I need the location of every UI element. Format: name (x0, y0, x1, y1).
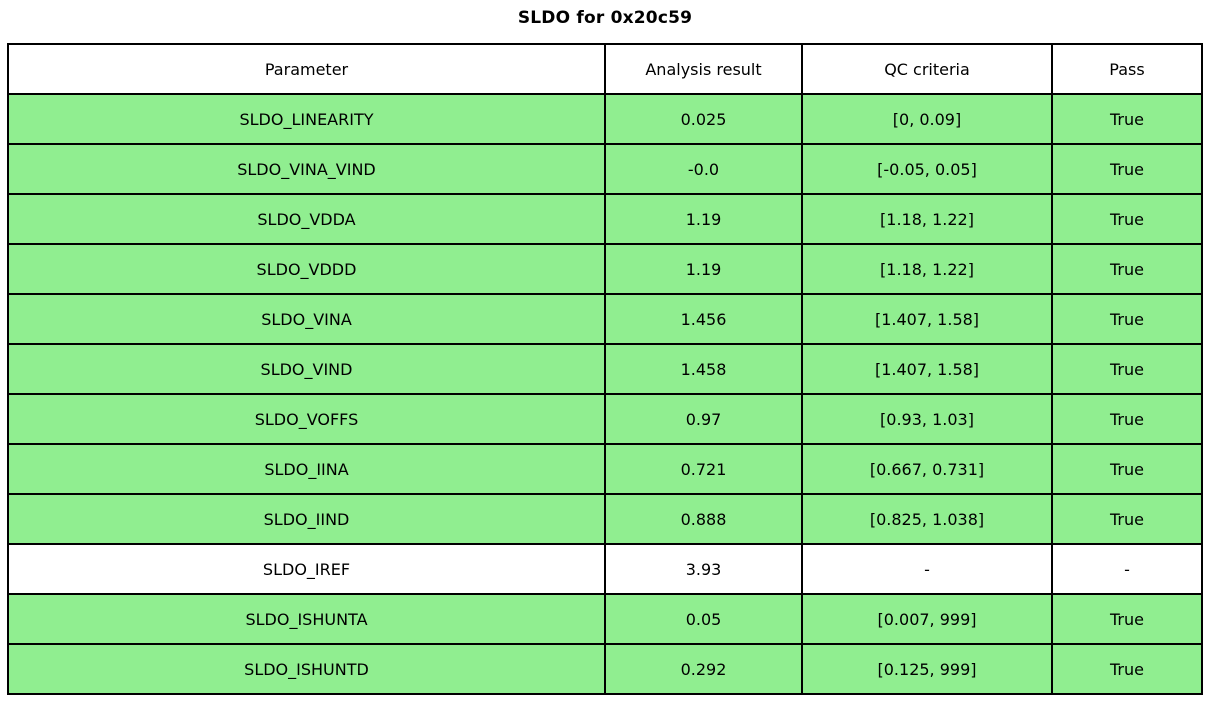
cell-parameter: SLDO_ISHUNTA (7, 593, 606, 645)
cell-parameter: SLDO_VDDD (7, 243, 606, 295)
cell-criteria: [0.667, 0.731] (801, 443, 1053, 495)
cell-parameter: SLDO_LINEARITY (7, 93, 606, 145)
cell-pass: True (1051, 493, 1203, 545)
table-row: SLDO_VDDA 1.19 [1.18, 1.22] True (7, 193, 1203, 245)
cell-result: -0.0 (604, 143, 803, 195)
cell-parameter: SLDO_VINA_VIND (7, 143, 606, 195)
table-body: SLDO_LINEARITY 0.025 [0, 0.09] True SLDO_VIN… (7, 93, 1203, 695)
cell-criteria: - (801, 543, 1053, 595)
cell-parameter: SLDO_IIND (7, 493, 606, 545)
cell-result: 0.05 (604, 593, 803, 645)
cell-result: 0.025 (604, 93, 803, 145)
cell-result: 0.721 (604, 443, 803, 495)
cell-pass: True (1051, 343, 1203, 395)
table-row: SLDO_ISHUNTD 0.292 [0.125, 999] True (7, 643, 1203, 695)
cell-parameter: SLDO_VDDA (7, 193, 606, 245)
cell-criteria: [0, 0.09] (801, 93, 1053, 145)
table-row: SLDO_VIND 1.458 [1.407, 1.58] True (7, 343, 1203, 395)
cell-pass: True (1051, 93, 1203, 145)
cell-parameter: SLDO_IINA (7, 443, 606, 495)
cell-criteria: [-0.05, 0.05] (801, 143, 1053, 195)
cell-pass: True (1051, 393, 1203, 445)
cell-result: 1.19 (604, 243, 803, 295)
table-row: SLDO_ISHUNTA 0.05 [0.007, 999] True (7, 593, 1203, 645)
cell-pass: True (1051, 443, 1203, 495)
cell-pass: True (1051, 593, 1203, 645)
cell-pass: True (1051, 643, 1203, 695)
column-header: Analysis result (604, 43, 803, 95)
cell-result: 0.888 (604, 493, 803, 545)
table-row: SLDO_VINA 1.456 [1.407, 1.58] True (7, 293, 1203, 345)
column-header: Parameter (7, 43, 606, 95)
cell-parameter: SLDO_ISHUNTD (7, 643, 606, 695)
cell-criteria: [0.825, 1.038] (801, 493, 1053, 545)
cell-result: 1.458 (604, 343, 803, 395)
cell-parameter: SLDO_VOFFS (7, 393, 606, 445)
table-row: SLDO_VINA_VIND -0.0 [-0.05, 0.05] True (7, 143, 1203, 195)
cell-parameter: SLDO_VIND (7, 343, 606, 395)
cell-criteria: [0.007, 999] (801, 593, 1053, 645)
column-header: QC criteria (801, 43, 1053, 95)
cell-result: 0.292 (604, 643, 803, 695)
cell-result: 0.97 (604, 393, 803, 445)
cell-parameter: SLDO_VINA (7, 293, 606, 345)
page-title: SLDO for 0x20c59 (517, 8, 693, 28)
column-header: Pass (1051, 43, 1203, 95)
table-row: SLDO_VDDD 1.19 [1.18, 1.22] True (7, 243, 1203, 295)
table-row: SLDO_IREF 3.93- - (7, 543, 1203, 595)
cell-criteria: [1.18, 1.22] (801, 243, 1053, 295)
table-row: SLDO_LINEARITY 0.025 [0, 0.09] True (7, 93, 1203, 145)
cell-criteria: [1.18, 1.22] (801, 193, 1053, 245)
cell-result: 3.93 (604, 543, 803, 595)
cell-criteria: [0.93, 1.03] (801, 393, 1053, 445)
cell-pass: True (1051, 293, 1203, 345)
cell-parameter: SLDO_IREF (7, 543, 606, 595)
cell-pass: True (1051, 243, 1203, 295)
cell-pass: True (1051, 193, 1203, 245)
table-row: SLDO_IIND 0.888 [0.825, 1.038] True (7, 493, 1203, 545)
table-row: SLDO_VOFFS 0.97 [0.93, 1.03] True (7, 393, 1203, 445)
table-header-row: Parameter Analysis result QC criteria Pass (7, 43, 1203, 95)
cell-pass: True (1051, 143, 1203, 195)
table-row: SLDO_IINA 0.721 [0.667, 0.731] True (7, 443, 1203, 495)
cell-result: 1.19 (604, 193, 803, 245)
qc-results-table: Parameter Analysis result QC criteria Pass … (7, 43, 1203, 695)
cell-result: 1.456 (604, 293, 803, 345)
cell-criteria: [1.407, 1.58] (801, 293, 1053, 345)
cell-pass: - (1051, 543, 1203, 595)
cell-criteria: [0.125, 999] (801, 643, 1053, 695)
cell-criteria: [1.407, 1.58] (801, 343, 1053, 395)
